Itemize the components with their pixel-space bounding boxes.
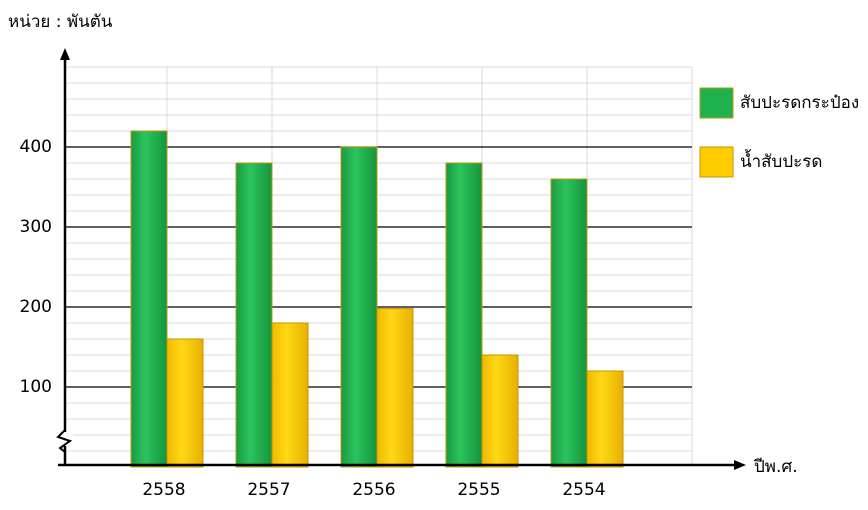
bar [586, 370, 624, 468]
bar [340, 146, 378, 468]
legend-label: สับปะรดกระป๋อง [740, 93, 859, 113]
y-tick-label: 200 [20, 297, 52, 317]
bars [130, 130, 624, 468]
x-axis-arrow [734, 460, 746, 470]
legend-swatch [699, 87, 734, 119]
unit-label: หน่วย : พันตัน [8, 12, 113, 32]
x-tick-label: 2555 [457, 480, 500, 500]
bar [130, 130, 168, 468]
bar [235, 162, 273, 468]
y-tick-label: 100 [20, 377, 52, 397]
bar [166, 338, 204, 468]
bar [481, 354, 519, 468]
x-tick-label: 2558 [142, 480, 185, 500]
bar [271, 322, 309, 468]
x-tick-label: 2556 [352, 480, 395, 500]
bar [376, 308, 414, 468]
y-tick-label: 300 [20, 217, 52, 237]
y-axis-arrow [60, 48, 70, 60]
x-axis-label: ปีพ.ศ. [753, 457, 797, 477]
x-tick-label: 2554 [562, 480, 605, 500]
bar [445, 162, 483, 468]
axis-break [56, 429, 73, 453]
legend-swatch [699, 146, 734, 178]
legend-label: น้ำสับปะรด [740, 149, 822, 172]
bar [550, 178, 588, 468]
x-tick-label: 2557 [247, 480, 290, 500]
y-tick-label: 400 [20, 137, 52, 157]
